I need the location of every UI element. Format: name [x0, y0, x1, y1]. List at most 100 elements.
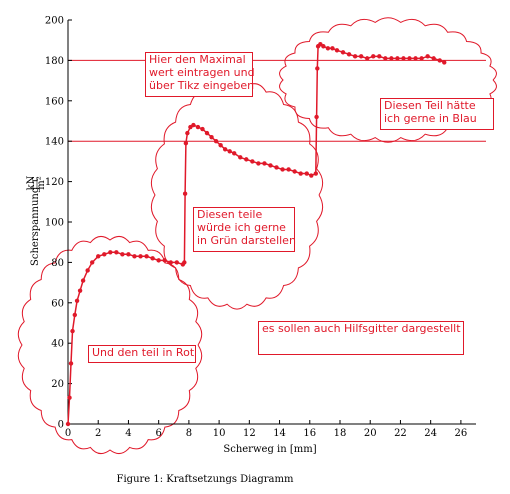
data-point: [70, 328, 75, 334]
y-tick-label: 0: [58, 420, 64, 431]
data-point: [346, 52, 352, 57]
cloud-callouts: [17, 17, 497, 455]
data-point: [168, 260, 173, 265]
y-tick-label: 20: [51, 379, 64, 390]
x-axis-label: Scherweg in [mm]: [223, 444, 316, 455]
data-point: [68, 361, 74, 366]
y-axis-label: Scherspannung τ: [30, 178, 41, 266]
data-point: [358, 54, 364, 59]
data-point: [442, 60, 447, 65]
data-point: [85, 268, 90, 273]
x-tick-label: 24: [424, 428, 437, 439]
note-blue: Diesen Teil hätte ich gerne in Blau: [380, 98, 494, 130]
data-point: [218, 143, 223, 148]
data-point: [286, 167, 291, 172]
axes: 0 2 4 6 8 10 12 14 16 18 20 22 24 2602040608010012014…: [45, 16, 476, 439]
y-tick-label: 140: [45, 137, 64, 148]
data-point: [182, 191, 188, 196]
svg-text:Scherspannung τ: Scherspannung τ: [30, 178, 41, 266]
data-point: [268, 163, 273, 168]
data-point: [340, 50, 346, 55]
data-point: [114, 250, 119, 255]
data-point: [174, 260, 179, 265]
data-point: [365, 56, 370, 61]
x-tick-label: 20: [364, 428, 377, 439]
data-point: [238, 155, 243, 160]
y-tick-label: 40: [51, 339, 64, 350]
data-point: [413, 56, 418, 61]
data-point: [298, 171, 303, 176]
data-point: [108, 250, 113, 255]
y-tick-label: 120: [45, 177, 64, 188]
data-point: [401, 56, 406, 61]
x-tick-label: 2: [95, 428, 101, 439]
x-tick-label: 6: [155, 428, 161, 439]
x-tick-label: 4: [125, 428, 131, 439]
data-point: [200, 126, 205, 132]
data-point: [182, 260, 187, 265]
data-point: [77, 288, 83, 293]
data-point: [150, 256, 155, 261]
data-point: [244, 157, 249, 162]
note-helpgrid: es sollen auch Hilfsgitter dargestellt: [258, 321, 464, 355]
y-tick-label: 60: [51, 298, 64, 309]
data-point: [352, 54, 358, 59]
data-point: [377, 54, 382, 59]
y-axis-unit: kN m²: [26, 175, 47, 190]
data-point: [280, 167, 285, 172]
data-point: [195, 124, 201, 130]
data-point: [431, 56, 436, 61]
data-point: [156, 258, 161, 263]
data-point: [309, 173, 314, 178]
data-point: [250, 159, 255, 164]
data-point: [262, 161, 267, 166]
data-point: [389, 56, 394, 61]
x-tick-label: 8: [186, 428, 192, 439]
data-point: [313, 171, 319, 176]
y-unit-denominator: m²: [36, 176, 47, 190]
data-point: [314, 114, 319, 120]
data-point: [256, 161, 261, 166]
x-tick-label: 12: [243, 428, 256, 439]
data-point: [74, 298, 80, 303]
data-point: [72, 312, 78, 318]
data-point: [232, 151, 237, 156]
data-point: [67, 395, 72, 400]
cloud-blue: [279, 17, 497, 143]
data-point: [185, 130, 190, 136]
x-tick-label: 0: [65, 428, 71, 439]
data-series: [65, 42, 447, 427]
data-point: [126, 252, 131, 257]
data-point: [371, 54, 376, 59]
data-point: [191, 122, 196, 128]
data-point: [334, 48, 340, 53]
data-point: [437, 58, 442, 63]
x-tick-label: 10: [213, 428, 226, 439]
data-point: [222, 147, 228, 152]
data-point: [407, 56, 412, 61]
y-unit-numerator: kN: [26, 175, 37, 190]
x-tick-label: 18: [334, 428, 347, 439]
y-tick-label: 80: [51, 258, 64, 269]
data-point: [65, 421, 71, 427]
figure-caption: Figure 1: Kraftsetzungs Diagramm: [117, 474, 294, 485]
data-point: [120, 252, 125, 257]
data-point: [80, 278, 86, 283]
data-point: [321, 44, 326, 49]
data-point: [304, 171, 309, 176]
data-point: [274, 165, 279, 170]
data-point: [204, 130, 210, 136]
note-red: Und den teil in Rot: [88, 345, 196, 363]
data-point: [292, 169, 297, 174]
data-point: [395, 56, 400, 61]
data-point: [227, 149, 232, 154]
cloud-red: [17, 235, 203, 455]
data-point: [132, 254, 137, 259]
data-point: [383, 56, 388, 61]
data-point: [213, 139, 219, 144]
y-tick-label: 100: [45, 218, 64, 229]
x-tick-label: 16: [303, 428, 316, 439]
data-point: [209, 134, 214, 140]
data-point: [102, 252, 107, 257]
